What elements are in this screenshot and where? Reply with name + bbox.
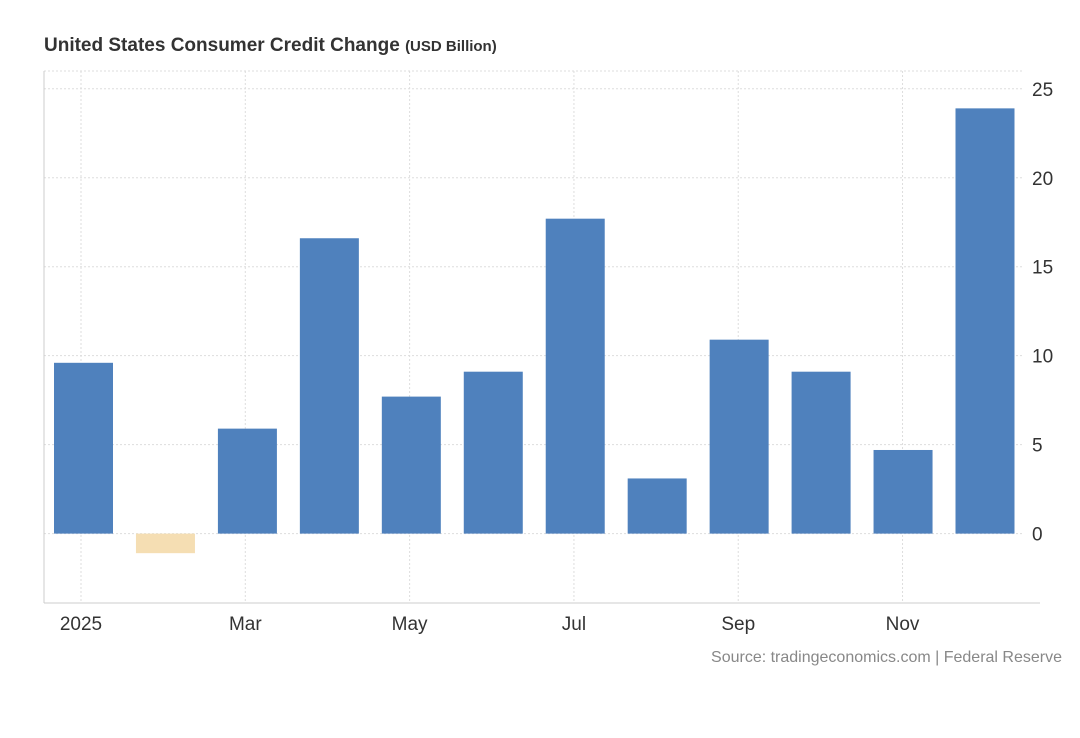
y-tick-label: 25 [1032, 80, 1053, 101]
title-text: United States Consumer Credit Change [44, 35, 400, 56]
bar-oct-2025 [791, 371, 851, 534]
bar-jun-2025 [463, 371, 523, 534]
y-tick-label: 15 [1032, 258, 1053, 279]
bar-nov-2025 [873, 449, 933, 534]
bar-sep-2025 [709, 339, 769, 534]
bar-jan-2025 [54, 362, 113, 534]
bar-aug-2025 [627, 478, 687, 534]
x-tick-label: Mar [229, 614, 262, 635]
title-unit: (USD Billion) [405, 38, 497, 55]
x-tick-label: May [392, 614, 428, 635]
chart-title: United States Consumer Credit Change (US… [44, 35, 497, 57]
bar-feb-2025 [135, 533, 195, 554]
bar-jul-2025 [545, 218, 605, 534]
y-tick-label: 5 [1032, 436, 1043, 457]
y-tick-label: 10 [1032, 347, 1053, 368]
bar-may-2025 [381, 396, 441, 534]
x-tick-label: Nov [886, 614, 920, 635]
bar-apr-2025 [299, 238, 359, 534]
x-tick-label: Sep [721, 614, 755, 635]
bar-dec-2025 [955, 108, 1015, 534]
x-tick-label: 2025 [60, 614, 102, 635]
x-tick-label: Jul [562, 614, 586, 635]
y-tick-label: 0 [1032, 525, 1043, 546]
y-tick-label: 20 [1032, 169, 1053, 190]
bar-mar-2025 [217, 428, 277, 534]
source-text: Source: tradingeconomics.com | Federal R… [711, 649, 1062, 666]
